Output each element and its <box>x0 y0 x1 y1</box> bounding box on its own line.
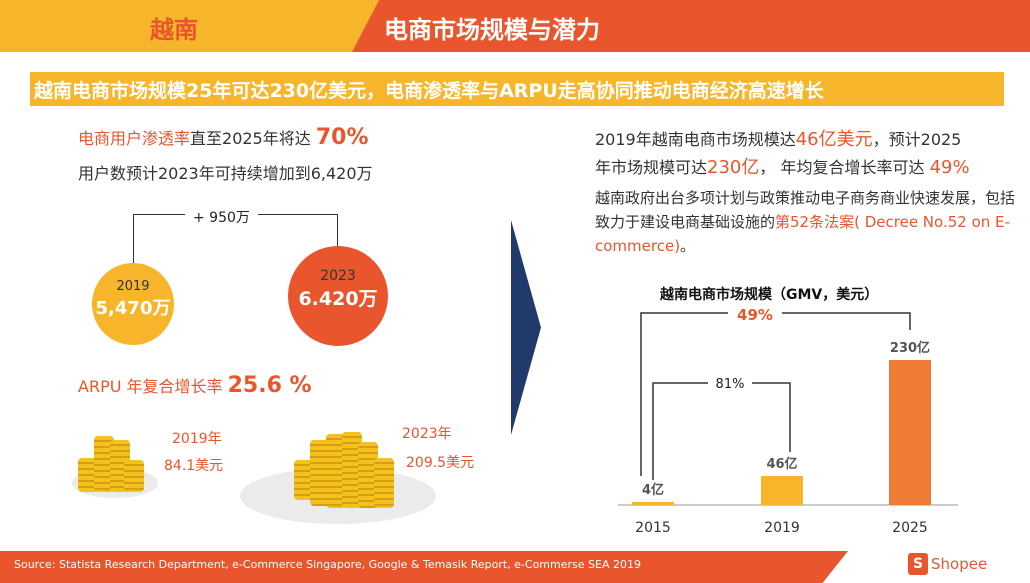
arpu-2023-year: 2023年 <box>402 426 452 442</box>
policy-a: 越南政府出台多项计划与政策推动电子商务商业快速发展，包括致力于建设电商基础设施的 <box>595 189 1016 231</box>
market-summary-line1: 2019年越南电商市场规模达46亿美元，预计2025 <box>595 128 970 152</box>
users-2023-circle: 2023 6.420万 <box>288 246 388 346</box>
source-text: Source: Statista Research Department, e-… <box>14 558 641 571</box>
headline-banner <box>30 72 1004 106</box>
growth-label-bg-2 <box>728 305 782 327</box>
policy-b: 第52条法案( Decree No.52 on E-commerce) <box>595 213 1010 255</box>
coin-stack-2019-icon <box>78 432 158 494</box>
x-tick-2019: 2019 <box>764 520 800 536</box>
header-left-band <box>0 0 380 52</box>
line1-c: ，预计2025 <box>872 130 962 149</box>
bar-2025 <box>889 360 931 505</box>
arpu-prefix: ARPU 年复合增长率 <box>78 377 228 396</box>
arpu-2023-value: 209.5美元 <box>406 455 475 471</box>
increase-label: + 950万 <box>193 210 250 226</box>
line2-a: 年市场规模可达 <box>595 158 708 177</box>
bar-2019 <box>761 476 803 505</box>
users-2023-year: 2023 <box>320 268 356 284</box>
line1-b: 46亿美元 <box>795 129 873 150</box>
market-summary-line2: 年市场规模可达230亿， 年均复合增长率可达 49% <box>595 156 970 180</box>
line2-d: 49% <box>929 157 970 178</box>
chart-title: 越南电商市场规模（GMV，美元） <box>660 287 879 303</box>
growth-label-2015-2025: 49% <box>737 306 773 324</box>
line2-b: 230亿 <box>707 157 760 178</box>
policy-text: 越南政府出台多项计划与政策推动电子商务商业快速发展，包括致力于建设电商基础设施的… <box>595 186 1015 258</box>
header-right-band <box>352 0 1030 52</box>
value-label-2019: 46亿 <box>766 456 797 472</box>
page-title: 电商市场规模与潜力 <box>384 16 600 44</box>
value-label-2025: 230亿 <box>890 340 930 356</box>
users-line: 用户数预计2023年可持续增加到6,420万 <box>78 164 373 183</box>
x-tick-2015: 2015 <box>635 520 671 536</box>
footer-band <box>0 551 848 583</box>
users-2019-value: 5,470万 <box>95 298 171 319</box>
value-label-2015: 4亿 <box>642 482 664 498</box>
arpu-line: ARPU 年复合增长率 25.6 % <box>78 373 312 398</box>
divider-arrow-icon <box>511 220 541 435</box>
policy-c: 。 <box>680 237 696 255</box>
users-2023-value: 6.420万 <box>298 288 378 310</box>
gmv-chart: 4亿 2015 46亿 2019 230亿 2025 81% 49% <box>618 305 958 536</box>
country-title: 越南 <box>150 16 198 44</box>
market-summary: 2019年越南电商市场规模达46亿美元，预计2025 年市场规模可达230亿， … <box>595 128 970 180</box>
users-2019-circle: 2019 5,470万 <box>92 263 174 345</box>
arpu-2019-year: 2019年 <box>172 431 222 447</box>
arpu-value: 25.6 % <box>227 373 312 398</box>
bar-2015 <box>632 502 674 505</box>
users-2019-year: 2019 <box>116 279 150 294</box>
penetration-line: 电商用户渗透率直至2025年将达 70% <box>78 125 369 150</box>
penetration-value: 70% <box>315 125 369 150</box>
growth-label-2015-2019: 81% <box>716 377 745 392</box>
shopee-bag-icon: S <box>908 553 928 575</box>
coin-stack-2023-icon <box>294 430 404 510</box>
shopee-logo: S Shopee <box>908 553 987 575</box>
increase-bracket-right <box>258 214 338 248</box>
line1-a: 2019年越南电商市场规模达 <box>595 130 796 149</box>
x-tick-2025: 2025 <box>892 520 928 536</box>
arpu-2019-value: 84.1美元 <box>164 458 224 474</box>
shopee-logo-text: Shopee <box>931 555 988 573</box>
line2-c: ， 年均复合增长率可达 <box>759 158 930 177</box>
increase-bracket-left <box>133 214 185 264</box>
penetration-mid: 直至2025年将达 <box>190 129 316 148</box>
headline-text: 越南电商市场规模25年可达230亿美元，电商渗透率与ARPU走高协同推动电商经济… <box>34 80 824 102</box>
growth-bracket-2015-2025 <box>640 312 911 476</box>
growth-label-bg-1 <box>708 373 752 393</box>
penetration-prefix: 电商用户渗透率 <box>78 129 191 148</box>
